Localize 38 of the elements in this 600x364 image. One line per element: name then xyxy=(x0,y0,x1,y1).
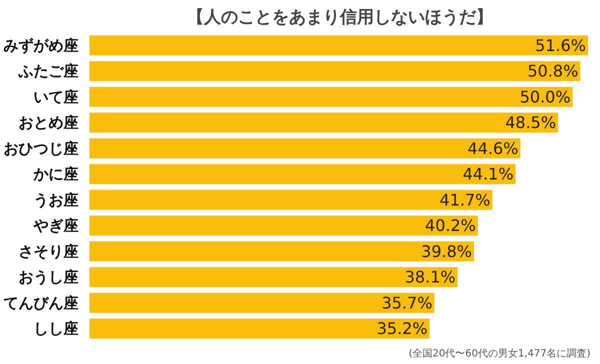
data-label: 40.2% xyxy=(425,216,476,236)
data-label: 35.7% xyxy=(382,293,432,312)
bar xyxy=(90,216,478,236)
y-tick-label: しし座 xyxy=(34,320,78,338)
data-label: 35.2% xyxy=(376,319,428,338)
data-label: 50.0% xyxy=(520,87,571,106)
text: (全国20代〜60代の男女1,477名に調査) xyxy=(408,348,591,360)
y-tick-label: さそり座 xyxy=(18,242,78,260)
bar xyxy=(90,292,434,313)
y-tick-label: かに座 xyxy=(32,165,78,184)
bar xyxy=(90,112,558,133)
chart-title: 【人のことをあまり信用しないほうだ】 xyxy=(187,8,493,28)
y-tick-label: おひつじ座 xyxy=(4,139,78,158)
bar xyxy=(90,86,573,107)
y-tick-label: やぎ座 xyxy=(32,216,78,235)
bar xyxy=(90,164,516,184)
data-label: 38.1% xyxy=(404,268,456,287)
bar xyxy=(90,241,474,262)
data-label: 44.6% xyxy=(468,138,518,158)
data-label: 39.8% xyxy=(421,242,472,261)
data-label: 48.5% xyxy=(505,113,556,132)
y-tick-label: うお座 xyxy=(34,190,78,209)
data-label: 51.6% xyxy=(535,36,586,55)
y-tick-label: ふたご座 xyxy=(18,62,78,80)
data-label: 44.1% xyxy=(462,164,514,184)
y-tick-label: おうし座 xyxy=(18,268,78,286)
bar xyxy=(90,190,492,210)
data-label: 41.7% xyxy=(440,190,490,210)
bar xyxy=(90,267,458,288)
y-tick-label: いて座 xyxy=(34,88,78,106)
bar xyxy=(90,138,520,158)
y-tick-label: おとめ座 xyxy=(18,114,78,132)
y-tick-label: てんびん座 xyxy=(4,294,78,312)
bar xyxy=(90,318,430,339)
bar xyxy=(90,61,580,82)
y-tick-label: みずがめ座 xyxy=(4,36,78,54)
bar xyxy=(90,35,588,56)
data-label: 50.8% xyxy=(527,62,578,81)
